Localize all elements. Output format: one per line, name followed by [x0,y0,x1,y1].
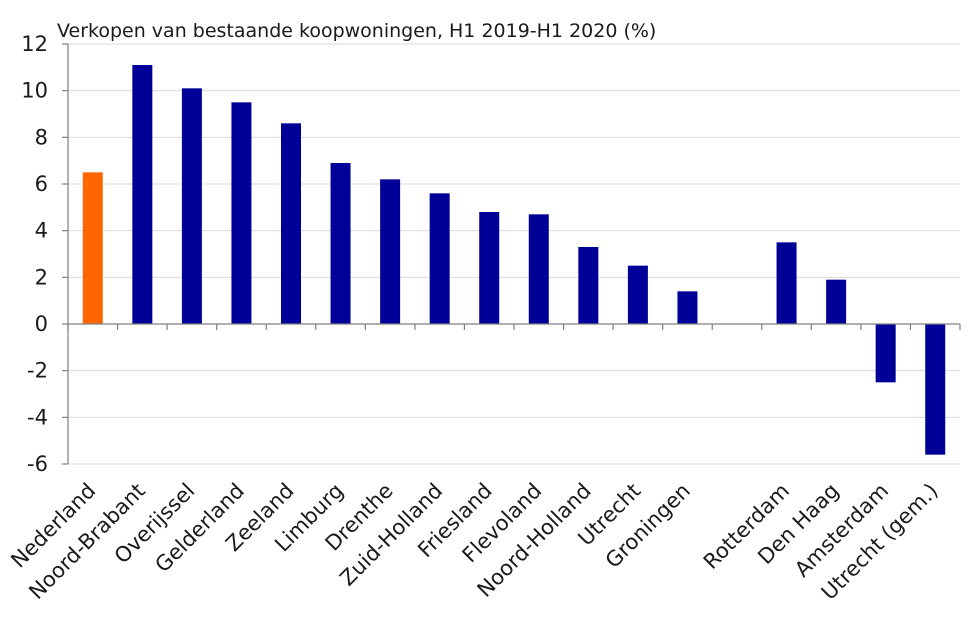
bar [925,324,946,455]
y-tick-label: -4 [27,405,48,429]
y-tick-label: 10 [21,79,48,103]
y-tick-label: -6 [27,452,48,476]
bar [627,265,648,324]
bar [429,193,450,324]
bar [132,65,153,324]
y-tick-label: 4 [35,219,48,243]
bar [826,279,847,324]
bars [82,65,946,455]
y-tick-label: -2 [27,359,48,383]
bar [677,291,698,324]
bar [776,242,797,324]
bar [281,123,301,324]
y-tick-label: 12 [21,32,48,56]
bar [578,247,599,324]
y-tick-label: 0 [35,312,48,336]
gridlines [68,43,960,465]
bar [875,324,896,383]
x-axis-labels: NederlandNoord-BrabantOverijsselGelderla… [6,479,942,605]
bar [82,172,103,324]
bar [479,212,500,324]
y-axis-ticks: 12 10 8 6 4 2 0 -2 -4 -6 [21,32,68,476]
bar [330,163,351,324]
y-tick-label: 6 [35,172,48,196]
bar [181,88,202,324]
bar [528,214,549,324]
y-tick-label: 8 [35,125,48,149]
chart-title: Verkopen van bestaande koopwoningen, H1 … [57,20,656,42]
axes [67,44,961,464]
bar [380,179,401,324]
bar [231,102,252,324]
y-tick-label: 2 [35,265,48,289]
